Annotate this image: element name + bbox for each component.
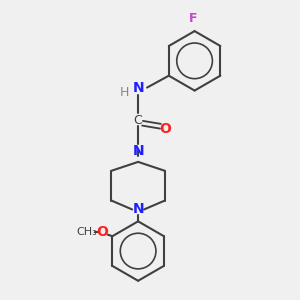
Text: CH₃: CH₃ [77,227,98,237]
Text: N: N [132,145,144,158]
Text: C: C [134,114,142,127]
Text: H: H [120,85,129,98]
Text: N: N [132,202,144,216]
Text: F: F [189,12,197,25]
Text: O: O [159,122,171,136]
Text: O: O [96,225,108,239]
Text: N: N [132,81,144,94]
